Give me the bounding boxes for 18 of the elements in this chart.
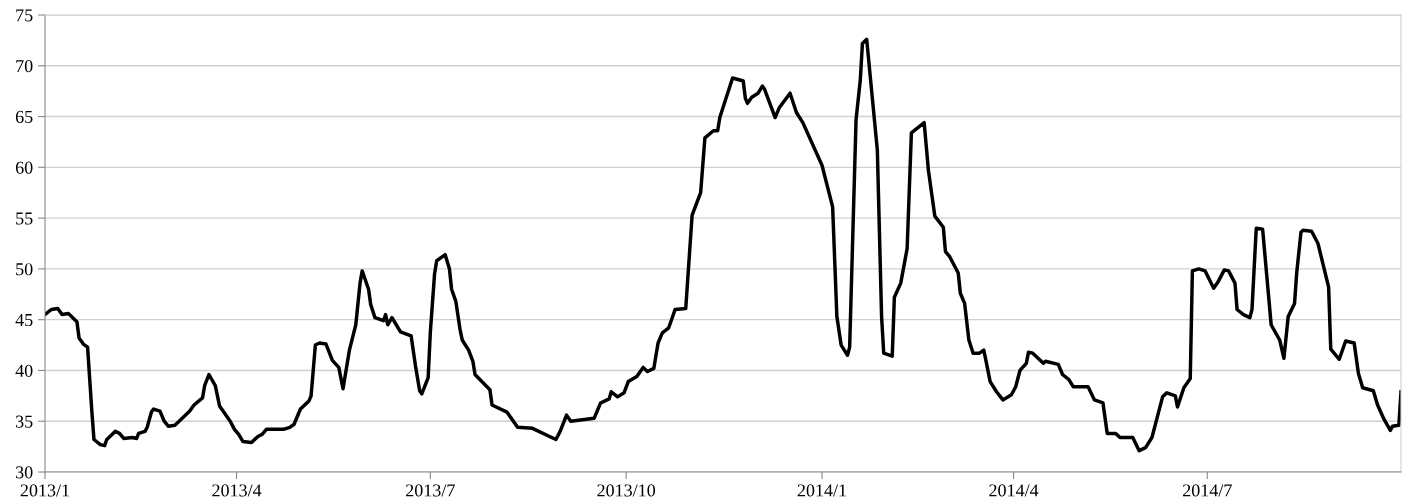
y-tick-label: 60	[15, 161, 33, 174]
x-tick-label: 2013/10	[597, 484, 656, 497]
y-tick-label: 75	[16, 9, 33, 22]
y-tick-label: 55	[16, 212, 33, 225]
y-tick-label: 45	[15, 314, 33, 327]
y-tick-label: 30	[16, 466, 33, 479]
line-series	[45, 37, 1401, 453]
y-tick-label: 50	[16, 263, 33, 276]
y-tick-label: 40	[15, 364, 33, 377]
y-tick-label: 65	[15, 110, 33, 123]
x-tick-label: 2014/7	[1183, 484, 1232, 497]
y-tick-label: 70	[16, 60, 33, 73]
x-tick-label: 2013/1	[20, 484, 69, 497]
y-tick-label: 35	[16, 415, 33, 428]
x-tick-label: 2013/4	[212, 484, 262, 497]
x-tick-label: 2014/4	[989, 484, 1039, 497]
x-tick-label: 2014/1	[797, 484, 846, 497]
x-tick-label: 2013/7	[406, 484, 455, 497]
